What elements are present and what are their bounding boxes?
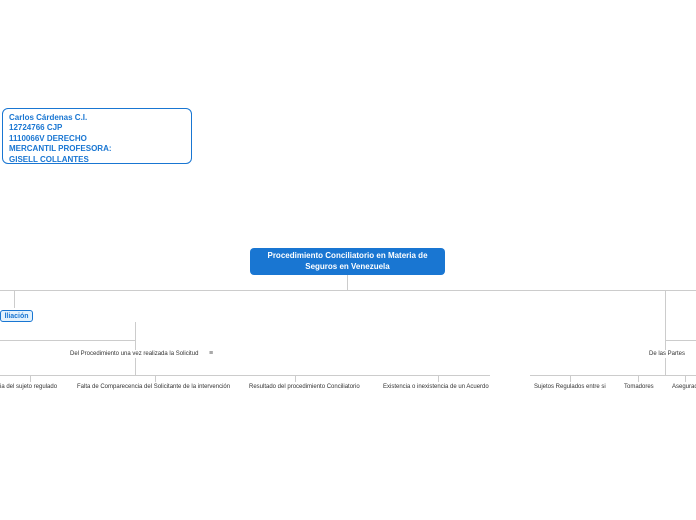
connector-line: [295, 375, 296, 382]
connector-line: [438, 375, 439, 382]
connector-line: [665, 340, 666, 350]
info-line-2: 12724766 CJP: [9, 123, 185, 133]
connector-line: [665, 358, 666, 375]
connector-line: [30, 375, 31, 382]
central-node-label: Procedimiento Conciliatorio en Materia d…: [256, 251, 439, 273]
connector-line: [0, 340, 135, 341]
connector-line: [638, 375, 639, 382]
info-line-3: 1110066V DERECHO: [9, 134, 185, 144]
branch2-leaf[interactable]: Sujetos Regulados entre si: [534, 384, 606, 390]
branch1-leaf[interactable]: ia del sujeto regulado: [0, 384, 57, 390]
author-info-box: Carlos Cárdenas C.I. 12724766 CJP 111006…: [2, 108, 192, 164]
connector-line: [665, 340, 696, 341]
central-node[interactable]: Procedimiento Conciliatorio en Materia d…: [250, 248, 445, 275]
info-line-1: Carlos Cárdenas C.I.: [9, 113, 185, 123]
connector-line: [0, 290, 696, 291]
branch1-leaf[interactable]: Resultado del procedimiento Conciliatori…: [249, 384, 360, 390]
connector-line: [135, 322, 136, 340]
branch1-leaf[interactable]: Falta de Comparecencia del Solicitante d…: [77, 384, 230, 390]
connector-line: [0, 375, 490, 376]
sub-node-conciliacion[interactable]: lliación: [0, 310, 33, 322]
sub-node-label: lliación: [4, 313, 28, 320]
connector-line: [665, 290, 666, 340]
info-line-4: MERCANTIL PROFESORA:: [9, 144, 185, 154]
connector-line: [135, 340, 136, 350]
branch1-leaf[interactable]: Existencia o inexistencia de un Acuerdo: [383, 384, 489, 390]
menu-icon[interactable]: ≡: [209, 350, 213, 357]
connector-line: [14, 290, 15, 308]
connector-line: [530, 375, 696, 376]
connector-line: [155, 375, 156, 382]
branch2-leaf[interactable]: Asegurac: [672, 384, 696, 390]
connector-line: [685, 375, 686, 382]
branch1-label[interactable]: Del Procedimiento una vez realizada la S…: [70, 351, 198, 357]
info-line-5: GISELL COLLANTES: [9, 155, 185, 165]
connector-line: [347, 275, 348, 290]
connector-line: [135, 358, 136, 375]
branch2-label[interactable]: De las Partes: [649, 351, 685, 357]
branch2-leaf[interactable]: Tomadores: [624, 384, 654, 390]
connector-line: [570, 375, 571, 382]
